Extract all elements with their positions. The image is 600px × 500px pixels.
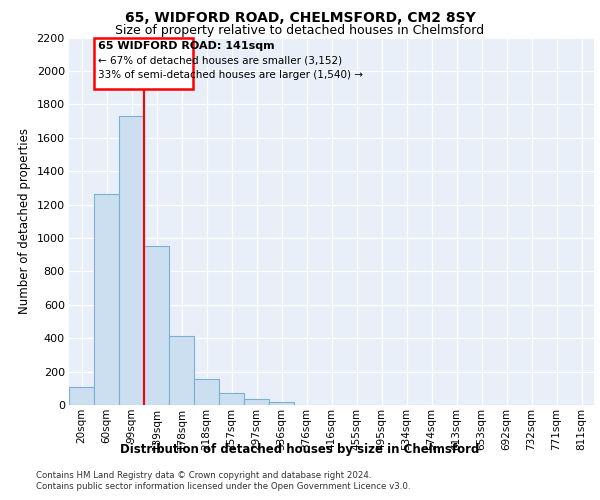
Text: Size of property relative to detached houses in Chelmsford: Size of property relative to detached ho… xyxy=(115,24,485,37)
Bar xyxy=(244,398,269,405)
Bar xyxy=(269,402,294,405)
Text: Distribution of detached houses by size in Chelmsford: Distribution of detached houses by size … xyxy=(121,442,479,456)
Bar xyxy=(94,194,119,405)
Text: ← 67% of detached houses are smaller (3,152): ← 67% of detached houses are smaller (3,… xyxy=(98,56,342,66)
Bar xyxy=(69,386,94,405)
Bar xyxy=(169,336,194,405)
Bar xyxy=(144,246,169,405)
Text: Contains public sector information licensed under the Open Government Licence v3: Contains public sector information licen… xyxy=(36,482,410,491)
Text: 65 WIDFORD ROAD: 141sqm: 65 WIDFORD ROAD: 141sqm xyxy=(98,42,274,51)
Bar xyxy=(94,38,193,90)
Bar xyxy=(194,379,219,405)
Bar xyxy=(119,116,144,405)
Text: Contains HM Land Registry data © Crown copyright and database right 2024.: Contains HM Land Registry data © Crown c… xyxy=(36,471,371,480)
Text: 33% of semi-detached houses are larger (1,540) →: 33% of semi-detached houses are larger (… xyxy=(98,70,363,81)
Y-axis label: Number of detached properties: Number of detached properties xyxy=(18,128,31,314)
Bar xyxy=(219,394,244,405)
Text: 65, WIDFORD ROAD, CHELMSFORD, CM2 8SY: 65, WIDFORD ROAD, CHELMSFORD, CM2 8SY xyxy=(125,11,475,25)
